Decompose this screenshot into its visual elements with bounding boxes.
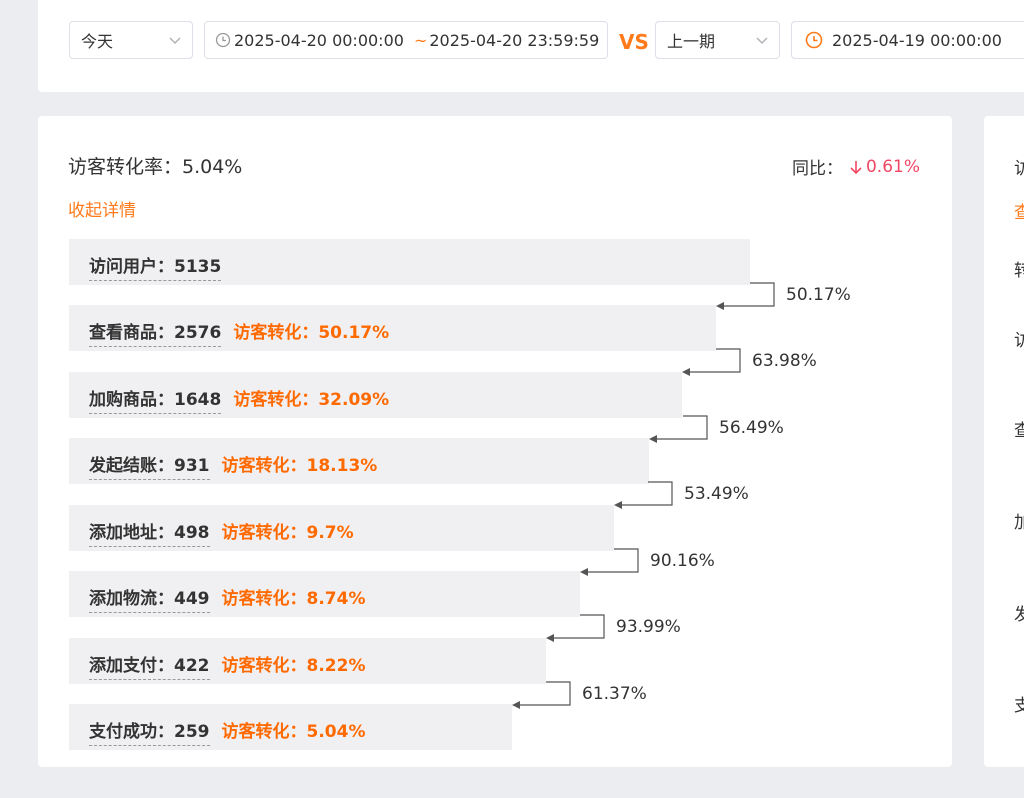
funnel-step-bar: 加购商品：1648 访客转化：32.09% bbox=[69, 372, 682, 418]
funnel-step-count: 加购商品：1648 bbox=[89, 390, 222, 414]
arrow-left-icon bbox=[512, 701, 520, 709]
funnel-step-bar: 访问用户：5135 bbox=[69, 239, 750, 285]
funnel-step-count: 查看商品：2576 bbox=[89, 323, 222, 347]
connector-line bbox=[552, 614, 605, 639]
funnel-step-bar: 添加支付：422 访客转化：8.22% bbox=[69, 638, 546, 684]
step-conversion-rate: 50.17% bbox=[786, 285, 851, 305]
period-select-value: 今天 bbox=[81, 32, 114, 51]
arrow-left-icon bbox=[614, 501, 622, 509]
step-conversion-rate: 90.16% bbox=[650, 551, 715, 571]
funnel-card: 访客转化率：5.04% 同比： 0.61% 收起详情 访问用户：5135 查看商品… bbox=[38, 116, 952, 767]
chevron-down-icon bbox=[169, 37, 181, 45]
conversion-rate-title: 访客转化率：5.04% bbox=[68, 156, 243, 178]
date-range-picker[interactable]: 2025-04-20 00:00:00 ~ 2025-04-20 23:59:5… bbox=[204, 21, 608, 59]
arrow-left-icon bbox=[580, 568, 588, 576]
arrow-left-icon bbox=[682, 368, 690, 376]
compare-date-value: 2025-04-19 00:00:00 bbox=[832, 30, 1002, 50]
funnel-step-label: 添加物流：449 访客转化：8.74% bbox=[89, 584, 366, 613]
funnel-step-conversion: 访客转化：18.13% bbox=[221, 456, 378, 476]
step-conversion-rate: 56.49% bbox=[719, 418, 784, 438]
side-card-text: 访 bbox=[1014, 159, 1024, 179]
arrow-left-icon bbox=[546, 634, 554, 642]
collapse-details-link[interactable]: 收起详情 bbox=[68, 201, 136, 221]
side-card-text: 查 bbox=[1014, 203, 1024, 223]
funnel-step-bar: 查看商品：2576 访客转化：50.17% bbox=[69, 305, 716, 351]
vs-label: VS bbox=[619, 30, 649, 54]
funnel-step-count: 发起结账：931 bbox=[89, 456, 210, 480]
connector-line bbox=[518, 681, 571, 706]
connector-line bbox=[655, 415, 708, 440]
funnel-step-count: 访问用户：5135 bbox=[89, 257, 222, 281]
funnel-step-label: 添加支付：422 访客转化：8.22% bbox=[89, 651, 366, 680]
funnel-step-bar: 发起结账：931 访客转化：18.13% bbox=[69, 438, 649, 484]
side-card-text: 转 bbox=[1014, 261, 1024, 281]
arrow-down-icon bbox=[850, 160, 862, 174]
side-card-text: 支 bbox=[1014, 696, 1024, 716]
funnel-step-count: 添加地址：498 bbox=[89, 523, 210, 547]
compare-select[interactable]: 上一期 bbox=[655, 21, 780, 59]
step-conversion-rate: 63.98% bbox=[752, 351, 817, 371]
arrow-left-icon bbox=[649, 435, 657, 443]
funnel-step-bar: 添加地址：498 访客转化：9.7% bbox=[69, 505, 614, 551]
arrow-left-icon bbox=[716, 302, 724, 310]
funnel-step-count: 支付成功：259 bbox=[89, 722, 210, 746]
funnel-step-conversion: 访客转化：50.17% bbox=[233, 323, 390, 343]
date-range-start[interactable]: 2025-04-20 00:00:00 bbox=[234, 30, 404, 50]
funnel-step-count: 添加支付：422 bbox=[89, 656, 210, 680]
connector-line bbox=[586, 548, 639, 573]
compare-select-value: 上一期 bbox=[667, 32, 716, 51]
funnel-step-bar: 支付成功：259 访客转化：5.04% bbox=[69, 704, 512, 750]
funnel-step-conversion: 访客转化：32.09% bbox=[233, 390, 390, 410]
filter-bar: 今天 2025-04-20 00:00:00 ~ 2025-04-20 23:5… bbox=[38, 0, 1024, 92]
funnel-step-conversion: 访客转化：8.74% bbox=[221, 589, 366, 609]
funnel-connectors bbox=[512, 282, 775, 709]
period-select[interactable]: 今天 bbox=[69, 21, 193, 59]
funnel-step-label: 访问用户：5135 bbox=[89, 252, 222, 281]
funnel-step-label: 支付成功：259 访客转化：5.04% bbox=[89, 717, 366, 746]
connector-line bbox=[722, 282, 775, 307]
yoy-label: 同比： bbox=[791, 159, 843, 179]
funnel-step-bar: 添加物流：449 访客转化：8.74% bbox=[69, 571, 580, 617]
side-card-text: 加 bbox=[1014, 513, 1024, 533]
funnel-step-label: 添加地址：498 访客转化：9.7% bbox=[89, 518, 354, 547]
funnel-step-label: 发起结账：931 访客转化：18.13% bbox=[89, 451, 378, 480]
compare-date-picker[interactable]: 2025-04-19 00:00:00 bbox=[791, 21, 1024, 59]
clock-icon bbox=[805, 31, 823, 49]
chevron-down-icon bbox=[756, 37, 768, 45]
connector-line bbox=[688, 348, 741, 373]
date-range-end[interactable]: 2025-04-20 23:59:59 bbox=[429, 30, 600, 50]
side-card: 访查转访查加发支 bbox=[984, 116, 1024, 767]
side-card-text: 查 bbox=[1014, 421, 1024, 441]
funnel-step-conversion: 访客转化：5.04% bbox=[221, 722, 366, 742]
step-conversion-rate: 93.99% bbox=[616, 617, 681, 637]
step-conversion-rate: 61.37% bbox=[582, 684, 647, 704]
funnel-step-conversion: 访客转化：8.22% bbox=[221, 656, 366, 676]
side-card-text: 访 bbox=[1014, 331, 1024, 351]
funnel-step-label: 查看商品：2576 访客转化：50.17% bbox=[89, 318, 390, 347]
yoy-value: 0.61% bbox=[865, 156, 920, 177]
side-card-text: 发 bbox=[1014, 605, 1024, 625]
connector-line bbox=[620, 481, 673, 506]
funnel-step-conversion: 访客转化：9.7% bbox=[221, 523, 354, 543]
step-conversion-rate: 53.49% bbox=[684, 484, 749, 504]
date-range-separator: ~ bbox=[413, 30, 428, 50]
funnel-step-label: 加购商品：1648 访客转化：32.09% bbox=[89, 385, 390, 414]
funnel-step-count: 添加物流：449 bbox=[89, 589, 210, 613]
yoy-indicator: 同比： 0.61% bbox=[791, 154, 920, 180]
clock-icon bbox=[215, 32, 231, 48]
